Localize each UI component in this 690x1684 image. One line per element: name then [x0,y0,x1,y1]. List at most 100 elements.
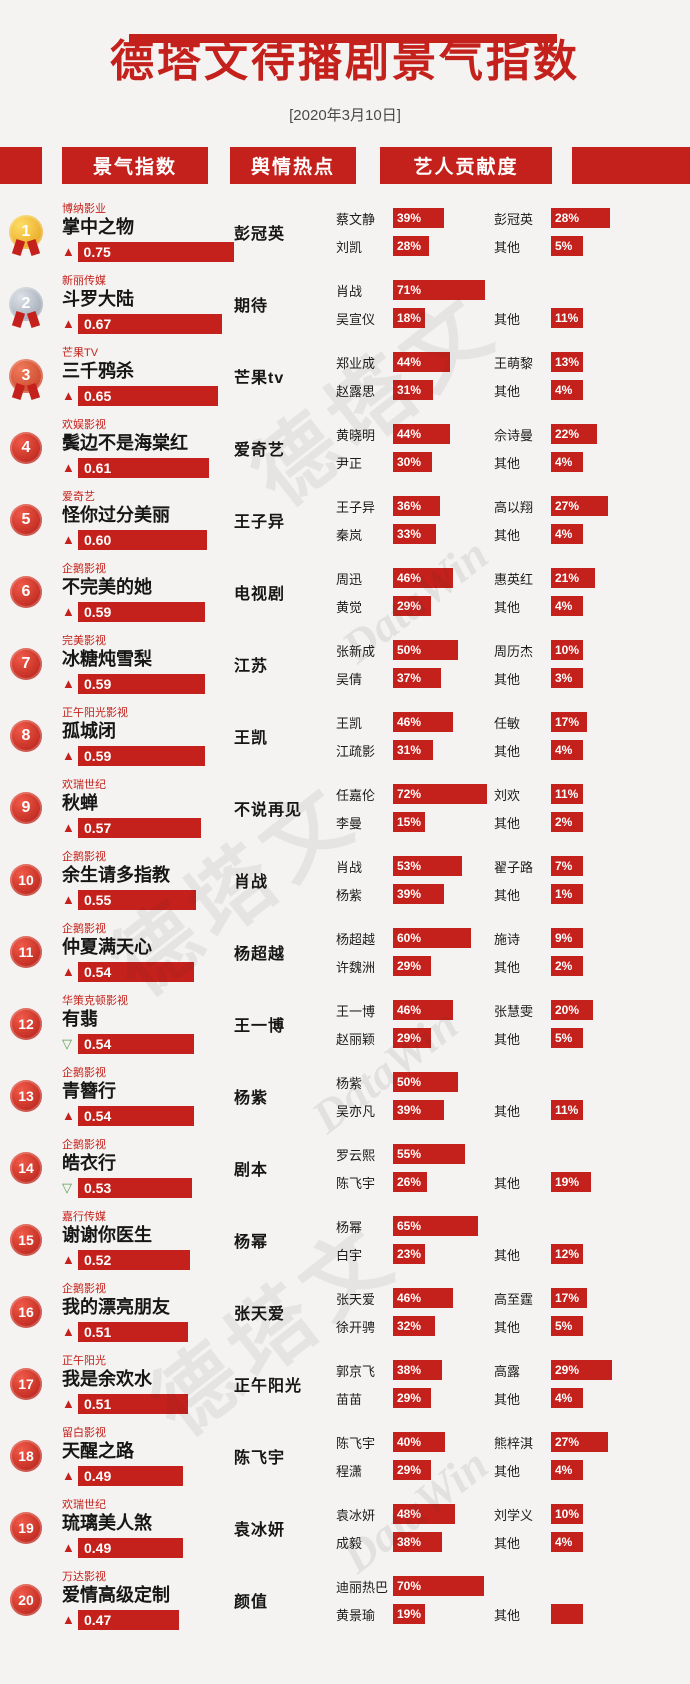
artist-line: 其他 19% [494,1172,690,1193]
rank-badge: 10 [10,864,42,896]
rank-badge: 12 [10,1008,42,1040]
rank-cell: 15 [0,1204,52,1276]
artist-percent-label: 39% [397,1103,422,1117]
artist-line: 王凯 46% [336,712,494,733]
title-cell: 嘉行传媒 谢谢你医生 ▲ 0.52 [52,1204,234,1276]
artist-line: 杨幂 65% [336,1216,494,1237]
artist-name: 杨超越 [336,931,376,947]
artist-line: 江疏影 31% [336,740,494,761]
artist-percent-label: 19% [397,1607,422,1621]
artist-percent-label: 71% [397,283,422,297]
rank-badge: 14 [10,1152,42,1184]
artists-right: 其他 [494,1564,690,1636]
trend-icon: ▲ [62,964,75,979]
artist-percent-bar: 11% [551,1100,583,1120]
drama-title: 有翡 [62,1009,98,1029]
artist-percent-label: 21% [555,571,580,585]
header-left-stub [0,147,42,184]
hotspot-keyword: 不说再见 [234,802,303,819]
artist-name: 其他 [494,527,521,543]
artist-percent-label: 39% [397,887,422,901]
artist-percent-bar: 22% [551,424,597,444]
artist-name: 袁冰妍 [336,1507,376,1523]
artists-left: 杨超越 60% 许魏洲 29% [336,916,494,988]
artists-right: 刘欢 11% 其他 2% [494,772,690,844]
artist-percent-bar: 33% [393,524,436,544]
rank-badge: 19 [10,1512,42,1544]
table-row: 1 博纳影业 掌中之物 ▲ 0.75 彭冠英 蔡文静 39% 刘凯 28% 彭冠英 28… [0,196,690,268]
table-row: 7 完美影视 冰糖炖雪梨 ▲ 0.59 江苏 张新成 50% 吴倩 37% 周历杰 10… [0,628,690,700]
artist-percent-bar: 21% [551,568,595,588]
index-value: 0.61 [84,460,112,476]
rank-number: 8 [21,727,31,744]
rank-cell: 5 [0,484,52,556]
artist-name: 其他 [494,671,521,687]
artist-name: 成毅 [336,1535,363,1551]
title-cell: 博纳影业 掌中之物 ▲ 0.75 [52,196,234,268]
artist-percent-label: 4% [555,527,573,541]
artist-line: 陈飞宇 26% [336,1172,494,1193]
artist-percent-label: 9% [555,931,573,945]
hotspot-keyword: 杨幂 [234,1234,269,1251]
artist-line: 周迅 46% [336,568,494,589]
artist-percent-bar: 11% [551,308,583,328]
artist-name: 刘凯 [336,239,363,255]
drama-title: 谢谢你医生 [62,1225,152,1245]
artist-line: 黄觉 29% [336,596,494,617]
company-label: 欢瑞世纪 [62,779,106,791]
trend-icon: ▽ [62,1036,72,1051]
hotspot-cell: 剧本 [234,1132,336,1204]
title-cell: 华策克顿影视 有翡 ▽ 0.54 [52,988,234,1060]
artist-name: 周历杰 [494,643,534,659]
artist-line: 翟子路 7% [494,856,690,877]
trend-icon: ▲ [62,1324,75,1339]
infographic: 德塔文待播剧景气指数 [2020年3月10日] 景气指数 舆情热点 艺人贡献度 … [0,34,690,1636]
artist-percent-bar: 1% [551,884,583,904]
index-value: 0.51 [84,1396,112,1412]
artist-line: 其他 [494,1604,690,1625]
artist-line: 罗云熙 55% [336,1144,494,1165]
artist-line: 其他 4% [494,1460,690,1481]
artist-name: 苗苗 [336,1391,363,1407]
artist-name: 其他 [494,1607,521,1623]
index-row: ▲ 0.59 [62,602,234,622]
hotspot-cell: 不说再见 [234,772,336,844]
artists-left: 郭京飞 38% 苗苗 29% [336,1348,494,1420]
rank-badge: 7 [10,648,42,680]
header-gap [42,147,62,184]
artist-percent-label: 28% [397,239,422,253]
artists-right: 其他 12% [494,1204,690,1276]
artist-name: 王子异 [336,499,376,515]
artist-line: 尹正 30% [336,452,494,473]
artists-right: 高至霆 17% 其他 5% [494,1276,690,1348]
drama-title: 皓衣行 [62,1153,116,1173]
index-bar: 0.47 [78,1610,179,1630]
hotspot-cell: 杨紫 [234,1060,336,1132]
trend-icon: ▲ [62,892,75,907]
drama-title: 怪你过分美丽 [62,505,170,525]
title-cell: 欢瑞世纪 琉璃美人煞 ▲ 0.49 [52,1492,234,1564]
artist-line: 陈飞宇 40% [336,1432,494,1453]
artist-name: 肖战 [336,283,363,299]
company-label: 企鹅影视 [62,1283,106,1295]
company-label: 博纳影业 [62,203,106,215]
artists-left: 周迅 46% 黄觉 29% [336,556,494,628]
artist-percent-label: 4% [555,455,573,469]
artist-percent-label: 12% [555,1247,580,1261]
index-bar: 0.59 [78,674,205,694]
index-bar: 0.51 [78,1322,188,1342]
table-row: 3 芒果TV 三千鸦杀 ▲ 0.65 芒果tv 郑业成 44% 赵露思 31% 王萌黎… [0,340,690,412]
rank-badge: 17 [10,1368,42,1400]
artist-line: 任嘉伦 72% [336,784,494,805]
title-cell: 企鹅影视 我的漂亮朋友 ▲ 0.51 [52,1276,234,1348]
artist-line: 彭冠英 28% [494,208,690,229]
header-right-stub [572,147,690,184]
drama-title: 仲夏满天心 [62,937,152,957]
artist-percent-bar: 7% [551,856,583,876]
artist-percent-label: 27% [555,1435,580,1449]
artist-percent-label: 5% [555,1031,573,1045]
trend-icon: ▲ [62,820,75,835]
artists-right: 其他 11% [494,268,690,340]
artist-percent-bar: 55% [393,1144,465,1164]
rank-badge: 6 [10,576,42,608]
